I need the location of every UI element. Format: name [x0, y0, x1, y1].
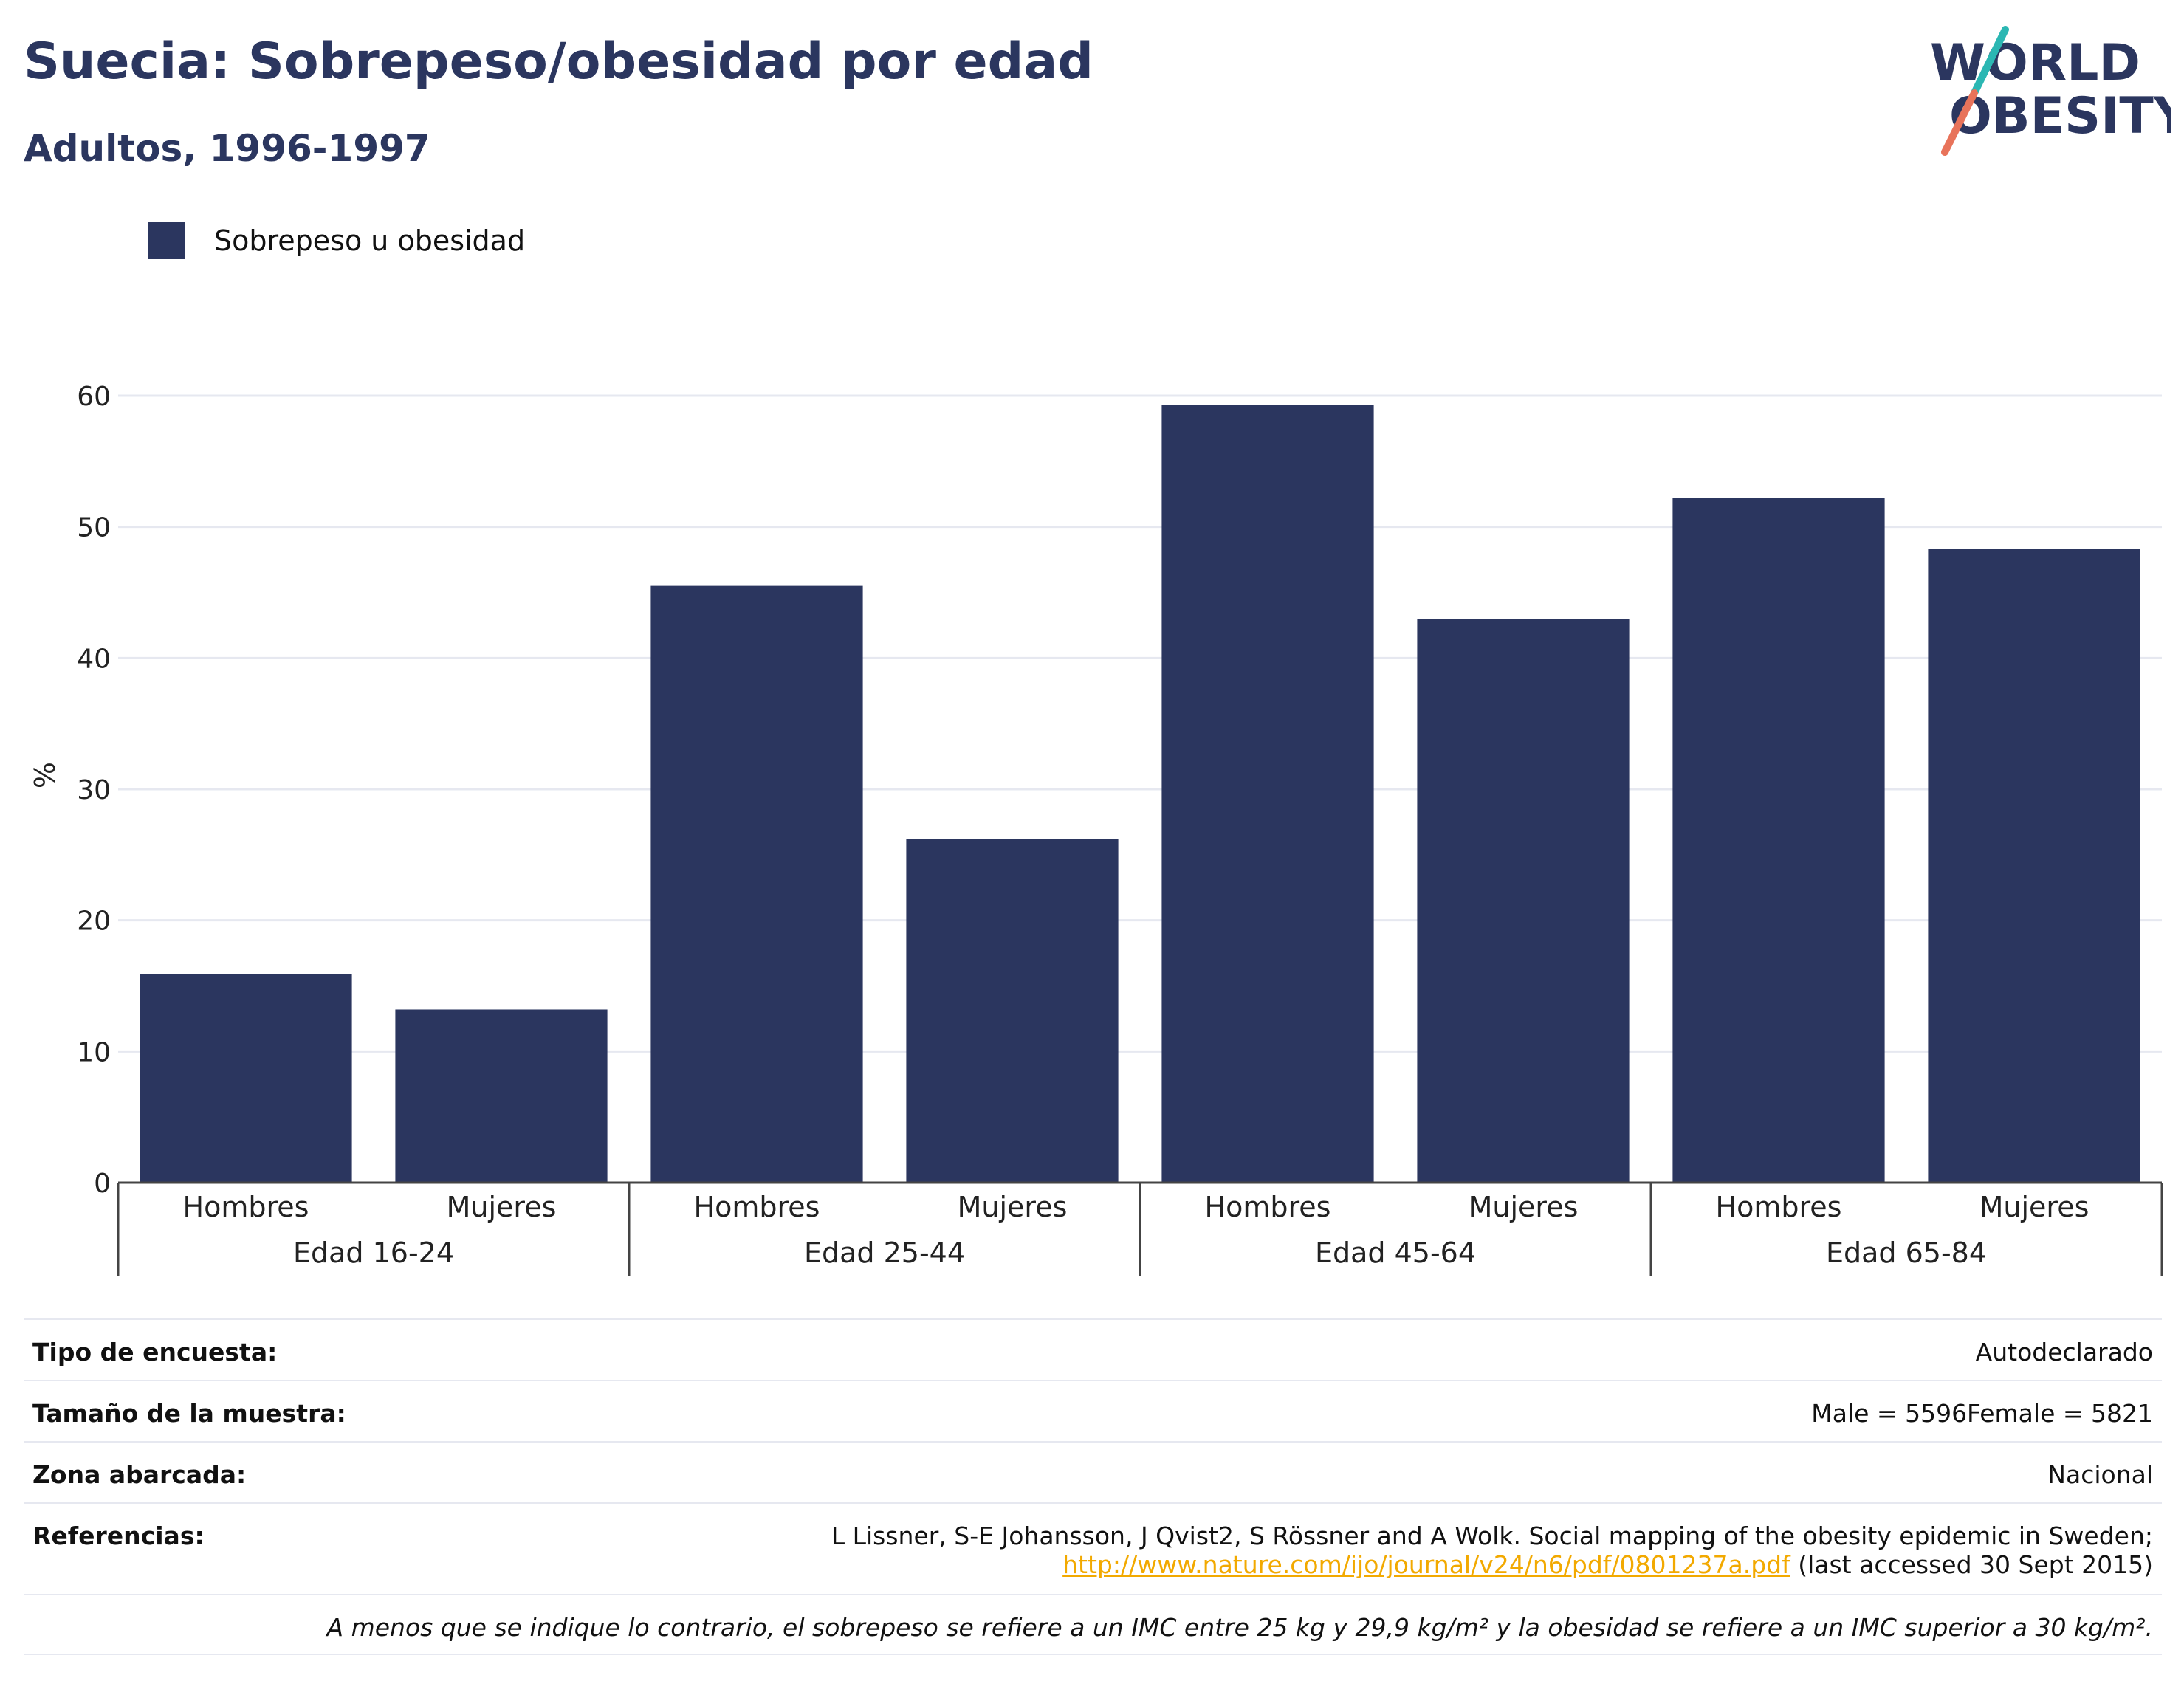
chart-subtitle: Adultos, 1996-1997	[24, 127, 430, 170]
bar	[1672, 498, 1885, 1183]
footnote: A menos que se indique lo contrario, el …	[326, 1613, 2153, 1642]
bar	[1161, 405, 1374, 1183]
info-table: Tipo de encuesta: Autodeclarado Tamaño d…	[24, 1318, 2162, 1655]
chart-legend: Sobrepeso u obesidad	[148, 219, 525, 263]
x-category-label: Hombres	[183, 1191, 309, 1223]
y-tick-label: 40	[77, 644, 111, 674]
x-category-label: Mujeres	[958, 1191, 1068, 1223]
x-category-label: Mujeres	[1979, 1191, 2089, 1223]
reference-accessed: (last accessed 30 Sept 2015)	[1790, 1550, 2153, 1579]
bar	[1928, 549, 2140, 1183]
logo-slash-teal	[1971, 26, 2009, 97]
x-category-label: Mujeres	[447, 1191, 557, 1223]
reference-text: L Lissner, S-E Johansson, J Qvist2, S Rö…	[831, 1522, 2153, 1550]
references-label: Referencias:	[32, 1522, 205, 1550]
y-tick-label: 30	[77, 775, 111, 805]
bar	[140, 974, 352, 1183]
y-axis-label: %	[29, 762, 61, 788]
legend-label: Sobrepeso u obesidad	[214, 224, 526, 257]
bar	[650, 585, 863, 1183]
x-category-label: Hombres	[694, 1191, 820, 1223]
world-obesity-logo: WORLD OBESITY	[1930, 26, 2171, 156]
bar	[395, 1009, 608, 1183]
logo-text-world: WORLD	[1930, 34, 2140, 92]
x-group-label: Edad 16-24	[293, 1237, 454, 1269]
y-tick-label: 60	[77, 382, 111, 412]
bar	[906, 839, 1119, 1183]
reference-link[interactable]: http://www.nature.com/ijo/journal/v24/n6…	[1062, 1550, 1790, 1579]
y-tick-label: 50	[77, 513, 111, 543]
y-tick-label: 20	[77, 907, 111, 937]
x-group-label: Edad 45-64	[1315, 1237, 1476, 1269]
chart-title: Suecia: Sobrepeso/obesidad por edad	[24, 32, 1093, 91]
info-row-area: Zona abarcada: Nacional	[24, 1441, 2162, 1502]
x-category-label: Hombres	[1716, 1191, 1842, 1223]
info-row-footnote: A menos que se indique lo contrario, el …	[24, 1594, 2162, 1655]
y-tick-label: 0	[94, 1169, 111, 1199]
logo-slash-coral	[1941, 89, 1978, 156]
survey-type-label: Tipo de encuesta:	[32, 1338, 278, 1366]
area-label: Zona abarcada:	[32, 1460, 247, 1489]
bar-chart: 0 10 20 30 40 50 60% Hombres Mujeres Hombres Mujer…	[29, 382, 2163, 1276]
survey-type-value: Autodeclarado	[1975, 1338, 2153, 1366]
info-row-survey-type: Tipo de encuesta: Autodeclarado	[24, 1318, 2162, 1380]
legend-swatch	[148, 222, 185, 259]
references-value: L Lissner, S-E Johansson, J Qvist2, S Rö…	[831, 1522, 2153, 1579]
x-category-label: Hombres	[1205, 1191, 1331, 1223]
info-row-references: Referencias: L Lissner, S-E Johansson, J…	[24, 1502, 2162, 1594]
info-row-sample-size: Tamaño de la muestra: Male = 5596Female …	[24, 1380, 2162, 1441]
bar	[1417, 619, 1630, 1183]
x-group-label: Edad 25-44	[804, 1237, 965, 1269]
sample-size-label: Tamaño de la muestra:	[32, 1399, 346, 1428]
logo-text-obesity: OBESITY	[1949, 87, 2171, 145]
x-category-label: Mujeres	[1469, 1191, 1579, 1223]
y-tick-label: 10	[77, 1037, 111, 1067]
area-value: Nacional	[2047, 1460, 2153, 1489]
sample-size-value: Male = 5596Female = 5821	[1811, 1399, 2153, 1428]
reference-line-2: http://www.nature.com/ijo/journal/v24/n6…	[831, 1550, 2153, 1579]
x-group-label: Edad 65-84	[1826, 1237, 1987, 1269]
